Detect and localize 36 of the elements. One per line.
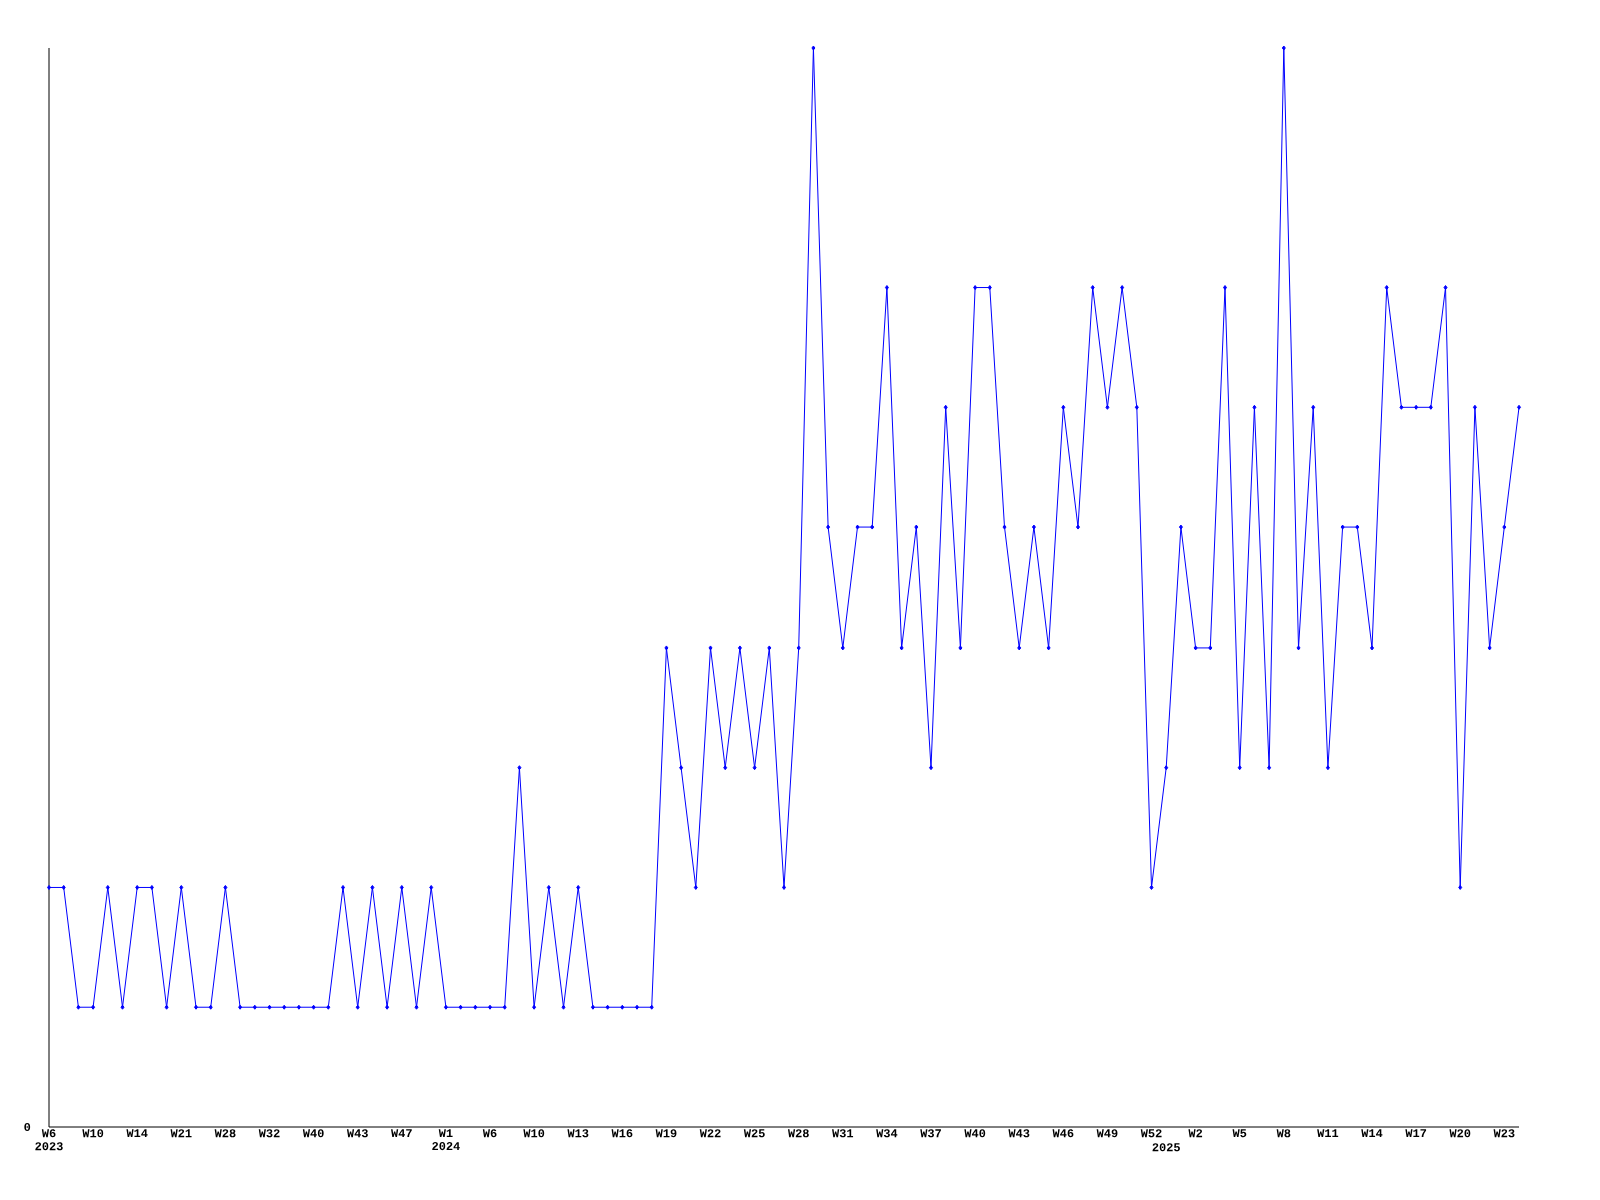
x-tick-label: W46 bbox=[1052, 1129, 1074, 1138]
x-tick-label: 2025 bbox=[1152, 1143, 1180, 1152]
x-tick-label: W6 2023 bbox=[35, 1129, 63, 1151]
x-tick-label: W40 bbox=[964, 1129, 986, 1138]
x-tick-label: W40 bbox=[302, 1129, 324, 1138]
x-tick-label: W52 bbox=[1140, 1129, 1162, 1138]
x-tick-label: W2 bbox=[1188, 1129, 1203, 1138]
x-tick-label: W34 bbox=[876, 1129, 898, 1138]
x-tick-label: W22 bbox=[699, 1129, 721, 1138]
x-tick-label: W10 bbox=[82, 1129, 104, 1138]
x-tick-label: W14 bbox=[126, 1129, 148, 1138]
x-tick-label: W19 bbox=[655, 1129, 677, 1138]
x-tick-label: W6 bbox=[482, 1129, 497, 1138]
x-tick-label: W43 bbox=[1008, 1129, 1030, 1138]
x-tick-label: W13 bbox=[567, 1129, 589, 1138]
x-tick-label: W28 bbox=[214, 1129, 236, 1138]
x-tick-label: W47 bbox=[391, 1129, 412, 1138]
x-tick-label: W14 bbox=[1361, 1129, 1383, 1138]
x-tick-label: W25 bbox=[743, 1129, 765, 1138]
x-tick-label: W11 bbox=[1317, 1129, 1339, 1138]
x-tick-label: W5 bbox=[1232, 1129, 1247, 1138]
x-tick-label: W32 bbox=[258, 1129, 280, 1138]
text: 0 bbox=[24, 1122, 31, 1132]
x-tick-label: W23 bbox=[1493, 1129, 1515, 1138]
x-tick-label: W16 bbox=[611, 1129, 633, 1138]
x-tick-label: W17 bbox=[1405, 1129, 1427, 1138]
x-tick-label: W31 bbox=[832, 1129, 854, 1138]
x-tick-label: W28 bbox=[787, 1129, 809, 1138]
x-tick-label: W10 bbox=[523, 1129, 545, 1138]
x-tick-label: W21 bbox=[170, 1129, 192, 1138]
x-tick-label: W20 bbox=[1449, 1129, 1471, 1138]
x-tick-label: W8 bbox=[1276, 1129, 1291, 1138]
x-tick-label: W1 2024 bbox=[432, 1129, 460, 1151]
x-tick-label: W37 bbox=[920, 1129, 941, 1138]
x-tick-label: W49 bbox=[1096, 1129, 1118, 1138]
x-tick-label: W43 bbox=[346, 1129, 368, 1138]
